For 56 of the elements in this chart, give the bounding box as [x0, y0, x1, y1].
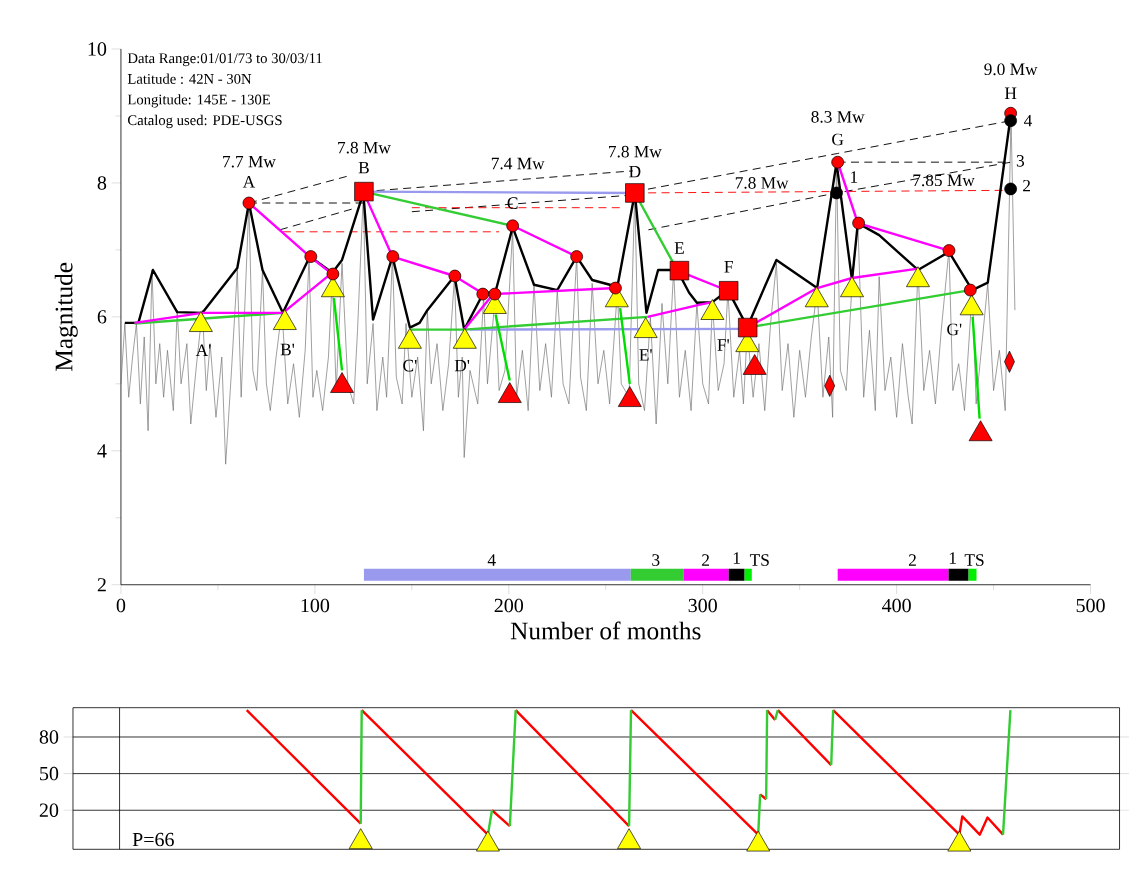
annotation: D': [454, 360, 470, 372]
x-tick-label: 500: [1076, 598, 1105, 613]
y-tick-label: 4: [97, 444, 107, 458]
annotation: G': [947, 323, 962, 336]
x-tick-label: 0: [116, 598, 126, 613]
annotation: F': [717, 339, 729, 351]
annotation: 3: [1016, 155, 1025, 167]
annotation: E: [674, 242, 684, 254]
y-tick-label: 50: [40, 767, 59, 781]
x-tick-label: 200: [494, 598, 524, 613]
annotation: E': [639, 349, 652, 361]
annotation: 7.85 Mw: [913, 174, 975, 187]
x-tick-label: 300: [688, 598, 717, 613]
annotation: 2: [1023, 180, 1031, 192]
annotation: TS: [964, 554, 984, 567]
annotation: C': [403, 360, 417, 372]
annotation: C: [507, 197, 518, 210]
y-tick-label: 20: [39, 803, 59, 818]
annotation: 2: [908, 554, 916, 566]
annotation: 3: [652, 554, 660, 567]
y-axis-title: Magnitude: [54, 263, 78, 372]
y-tick-label: 8: [97, 176, 107, 190]
annotation: Longitude: 145E - 130E: [127, 94, 270, 108]
y-tick-label: 10: [88, 42, 107, 56]
x-axis-title: Number of months: [510, 621, 701, 640]
y-tick-label: 80: [39, 730, 59, 744]
annotation: Catalog used: PDE-USGS: [128, 115, 282, 129]
annotation: A': [195, 344, 211, 357]
annotation: 1: [851, 171, 858, 183]
annotation: Latitude : 42N - 30N: [127, 73, 252, 85]
annotation: 7.8 Mw: [338, 141, 391, 154]
y-tick-label: 6: [97, 310, 107, 324]
annotation: B': [280, 344, 295, 356]
annotation: B: [358, 162, 369, 174]
annotation: 7.8 Mw: [609, 145, 662, 158]
annotation: 7.7 Mw: [223, 156, 276, 168]
annotation: 1: [949, 552, 956, 564]
annotation: G: [832, 133, 844, 146]
annotation: P=66: [132, 833, 174, 847]
annotation: D: [629, 166, 641, 178]
annotation: F: [724, 261, 733, 273]
annotation: 7.4 Mw: [491, 157, 545, 170]
annotation: 7.8 Mw: [735, 177, 789, 190]
annotation: TS: [749, 554, 769, 567]
annotation: 4: [487, 554, 496, 566]
annotation: Data Range:01/01/73 to 30/03/11: [127, 53, 322, 67]
x-tick-label: 100: [301, 598, 330, 613]
annotation: A: [242, 176, 256, 188]
x-tick-label: 400: [882, 598, 911, 613]
annotation: 8.3 Mw: [811, 111, 865, 123]
annotation: 1: [733, 552, 740, 564]
annotation: 4: [1023, 115, 1033, 127]
annotation: H: [1004, 87, 1017, 100]
annotation: 2: [702, 554, 709, 566]
y-tick-label: 2: [97, 578, 106, 592]
annotation: 9.0 Mw: [984, 63, 1038, 76]
